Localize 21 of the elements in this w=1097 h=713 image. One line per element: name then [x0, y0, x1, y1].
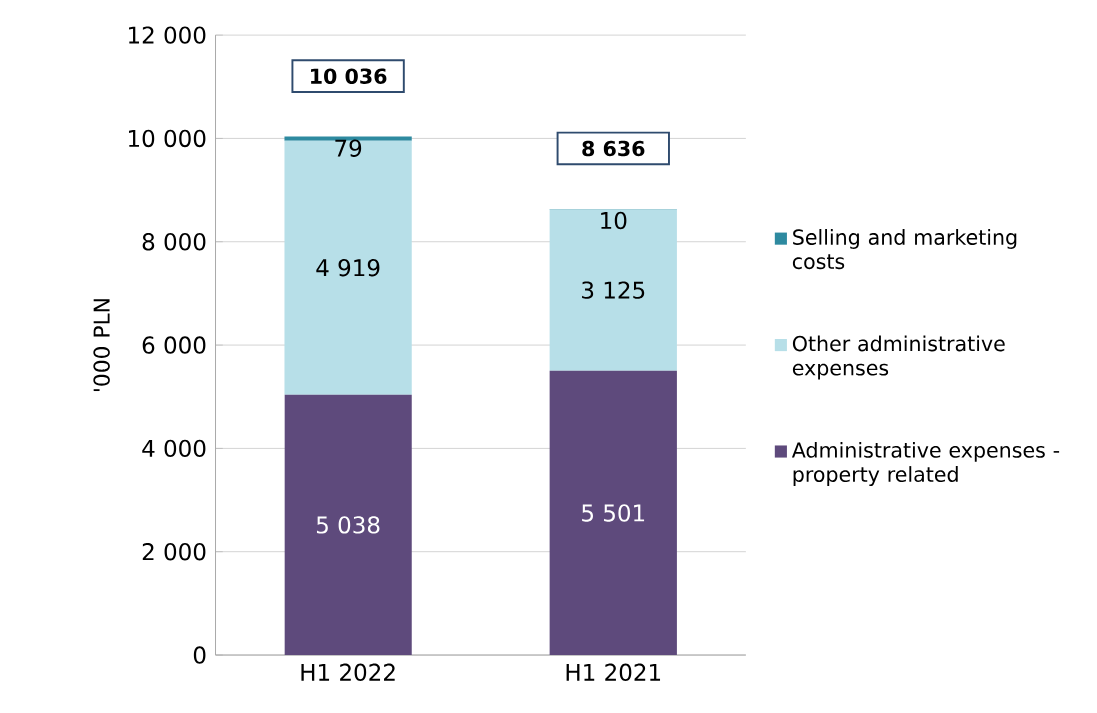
data-label: 5 038: [316, 516, 380, 534]
legend-label: Administrative expenses - property related: [791, 441, 1060, 486]
y-tick-label: 2 000: [142, 542, 206, 561]
data-label: 3 125: [582, 281, 645, 299]
y-tick-label: 0: [193, 646, 206, 664]
data-label: 5 501: [582, 504, 645, 522]
data-label: 4 919: [316, 258, 380, 277]
data-label: 79: [335, 139, 362, 157]
data-label: 10: [601, 211, 627, 230]
total-label: 8 636: [582, 140, 645, 157]
y-tick-label: 6 000: [142, 336, 206, 354]
y-axis-title: '000 PLN: [93, 299, 110, 391]
x-tick-label: H1 2022: [301, 663, 395, 681]
y-tick-label: 8 000: [142, 232, 206, 251]
x-tick-label: H1 2021: [566, 663, 661, 681]
total-label: 10 036: [311, 68, 387, 84]
y-tick-label: 10 000: [129, 129, 206, 148]
legend-label: Selling and marketing costs: [792, 228, 1017, 270]
legend-label: Other administrative expenses: [792, 335, 1005, 380]
y-tick-label: 12 000: [129, 26, 206, 44]
y-tick-label: 4 000: [142, 439, 206, 458]
